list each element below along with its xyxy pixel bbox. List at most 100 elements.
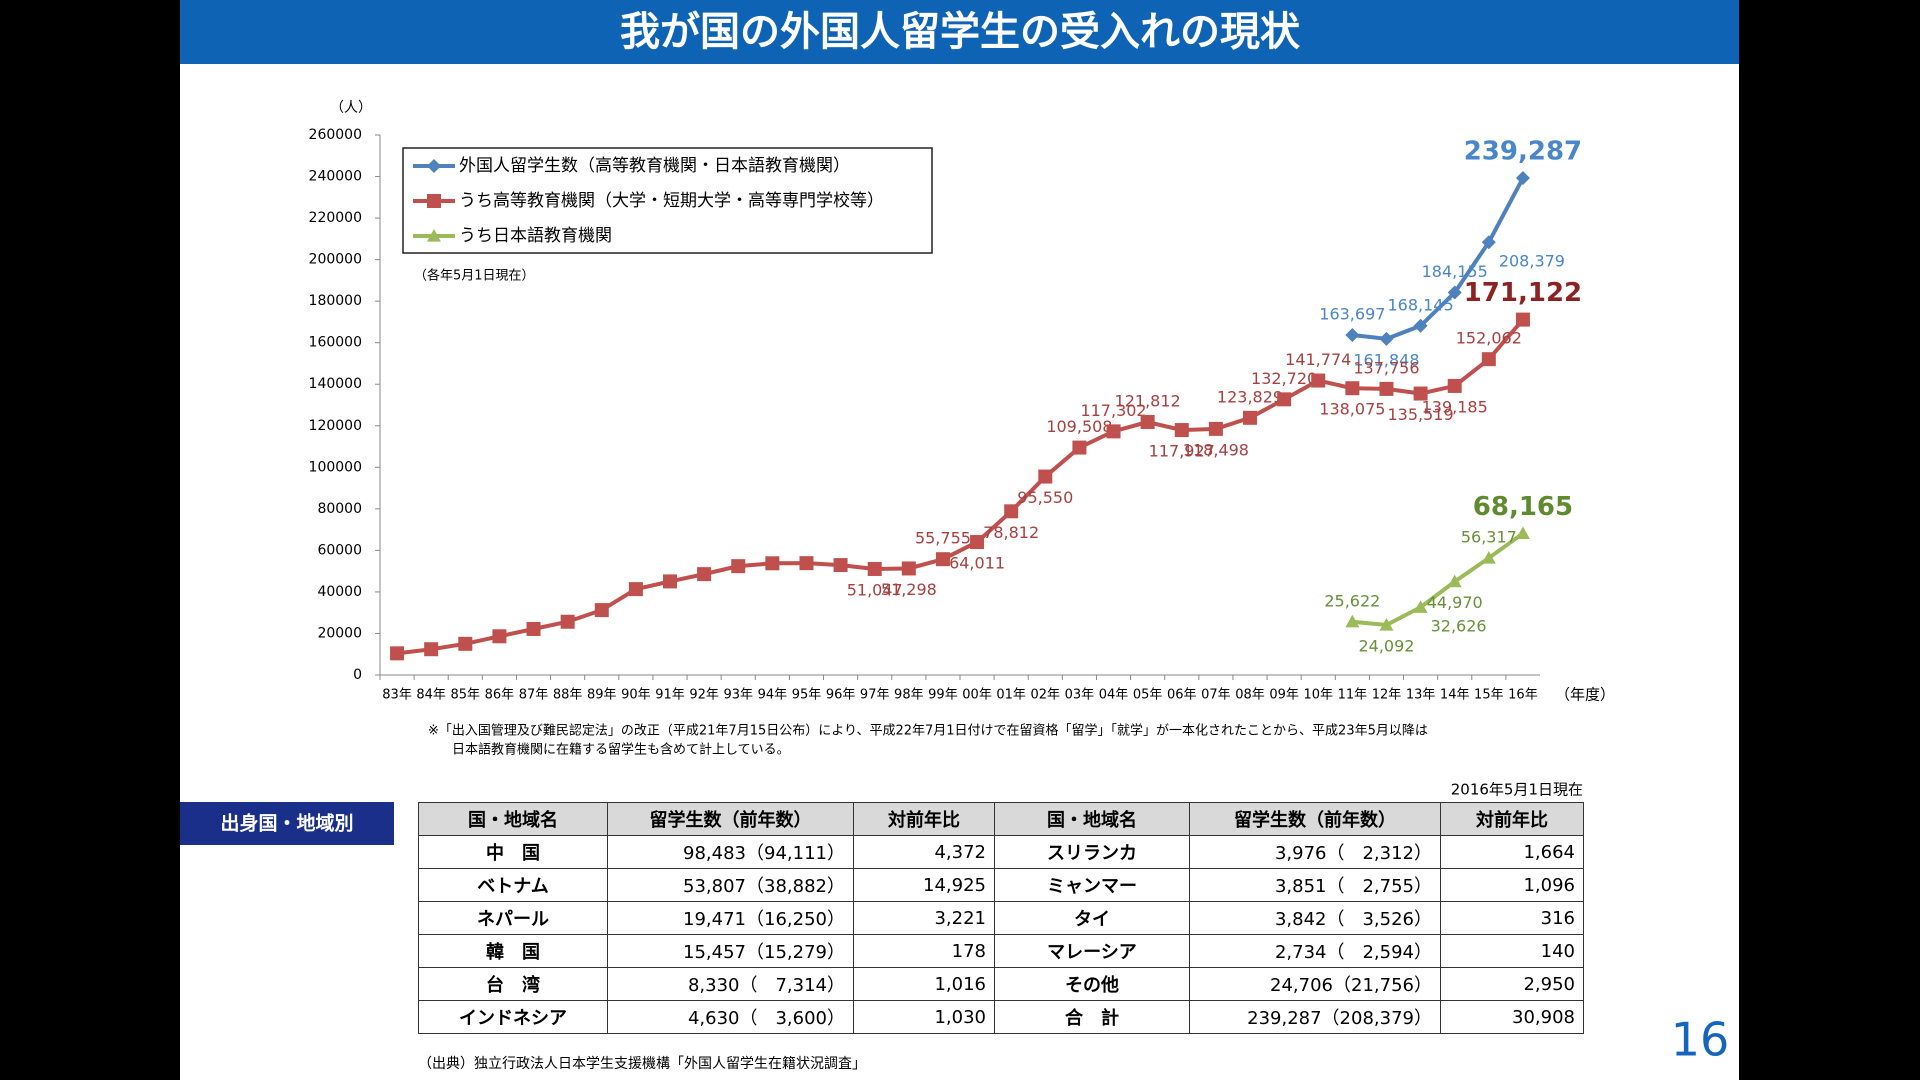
x-tick-label: 98年 [894,688,924,703]
marker [526,621,541,636]
marker [1481,235,1496,250]
marker [1515,526,1530,540]
x-tick-label: 84年 [416,688,446,703]
row: 中 国 98,483（94,111） 4,372 スリランカ 3,976（ 2,312）… [418,835,1584,869]
marker [594,603,609,618]
source: （出典）独立行政法人日本学生支援機構「外国人留学生在籍状況調査」 [418,1055,866,1072]
x-tick-label: 08年 [1235,688,1265,703]
y-tick-label: 240000 [309,169,362,185]
marker [1208,421,1223,436]
table-label-box [180,802,394,845]
cell: ミャンマー [994,868,1190,902]
data-label: 78,812 [983,523,1039,542]
data-label: 24,092 [1358,636,1414,655]
x-tick-label: 04年 [1099,688,1129,703]
data-label: 44,970 [1427,593,1483,612]
data-label: 118,498 [1183,440,1249,459]
marker [1277,392,1292,407]
x-tick-label: 93年 [723,688,753,703]
marker [1038,469,1053,484]
data-label: 64,011 [949,554,1005,573]
data-label: 132,720 [1251,369,1317,388]
cell: 3,976（ 2,312） [1189,835,1441,869]
cell: 3,851（ 2,755） [1189,868,1441,902]
marker [731,559,746,574]
y-tick-label: 200000 [309,252,362,268]
x-tick-label: 00年 [962,688,992,703]
marker [427,159,441,173]
table-label: 出身国・地域別 [220,812,353,835]
header-cell: 対前年比 [1440,802,1584,836]
marker [560,614,575,629]
cell: 中 国 [418,835,608,869]
cell: スリランカ [994,835,1190,869]
marker [799,556,814,571]
x-tick-label: 94年 [758,688,788,703]
row: ベトナム 53,807（38,882） 14,925 ミャンマー 3,851（ 2,75… [418,868,1584,902]
cell: ネパール [418,901,608,935]
cell: 1,030 [853,1000,995,1034]
y-tick-label: 180000 [309,293,362,309]
marker [1481,551,1496,564]
data-label: 32,626 [1431,617,1487,636]
data-label: 171,122 [1464,278,1582,308]
marker [1345,614,1360,628]
y-axis-label: （人） [330,100,372,116]
page-number: 16 [1671,1013,1730,1067]
marker [1447,285,1462,300]
series-line [396,318,1525,656]
cell: 14,925 [853,868,995,902]
x-tick-label: 83年 [382,688,412,703]
data-label: 161,848 [1353,350,1419,369]
y-tick-label: 160000 [309,335,362,351]
marker [1413,318,1428,333]
data-label: 56,317 [1461,528,1517,547]
header-cell: 対前年比 [853,802,995,836]
title-bar [180,0,1739,64]
marker [663,574,677,589]
cell: 98,483（94,111） [607,835,854,869]
cell: 239,287（208,379） [1189,1000,1441,1034]
header-cell: 留学生数（前年数） [1189,802,1441,836]
y-tick-label: 260000 [309,127,362,143]
marker [1413,386,1428,401]
x-tick-label: 09年 [1269,688,1299,703]
cell: マレーシア [994,934,1190,968]
marker [1243,410,1257,425]
y-tick-label: 60000 [317,542,362,558]
marker [628,582,643,597]
header-row: 国・地域名 留学生数（前年数） 対前年比 国・地域名 留学生数（前年数） 対前年比 [418,802,1584,836]
x-tick-label: 86年 [485,688,515,703]
marker [1379,617,1394,631]
x-tick-label: 14年 [1440,688,1470,703]
cell: 178 [853,934,995,968]
x-tick-label: 90年 [621,688,651,703]
marker [1481,352,1496,367]
data-label: 137,756 [1353,358,1419,377]
row: 韓 国 15,457（15,279） 178 マレーシア 2,734（ 2,594） 14… [418,934,1584,968]
cell: 3,221 [853,901,995,935]
legend-label: 外国人留学生数（高等教育機関・日本語教育機関） [459,156,850,176]
x-tick-label: 95年 [792,688,822,703]
legend-label: うち高等教育機関（大学・短期大学・高等専門学校等） [459,191,884,211]
marker [424,642,439,657]
header-cell: 留学生数（前年数） [607,802,854,836]
cell: 2,950 [1440,967,1584,1001]
y-tick-label: 40000 [317,584,362,600]
data-label: 51,047 [847,580,903,599]
data-label: 168,145 [1388,295,1454,314]
cell: 24,706（21,756） [1189,967,1441,1001]
marker [1345,328,1360,343]
cell: 1,664 [1440,835,1584,869]
data-label: 25,622 [1324,591,1380,610]
data-label: 138,075 [1319,400,1385,419]
x-tick-label: 89年 [587,688,617,703]
x-axis-label: （年度） [1555,686,1615,704]
marker [1447,378,1462,393]
cell: 韓 国 [418,934,608,968]
x-tick-label: 96年 [826,688,856,703]
cell: ベトナム [418,868,608,902]
cell: インドネシア [418,1000,608,1034]
